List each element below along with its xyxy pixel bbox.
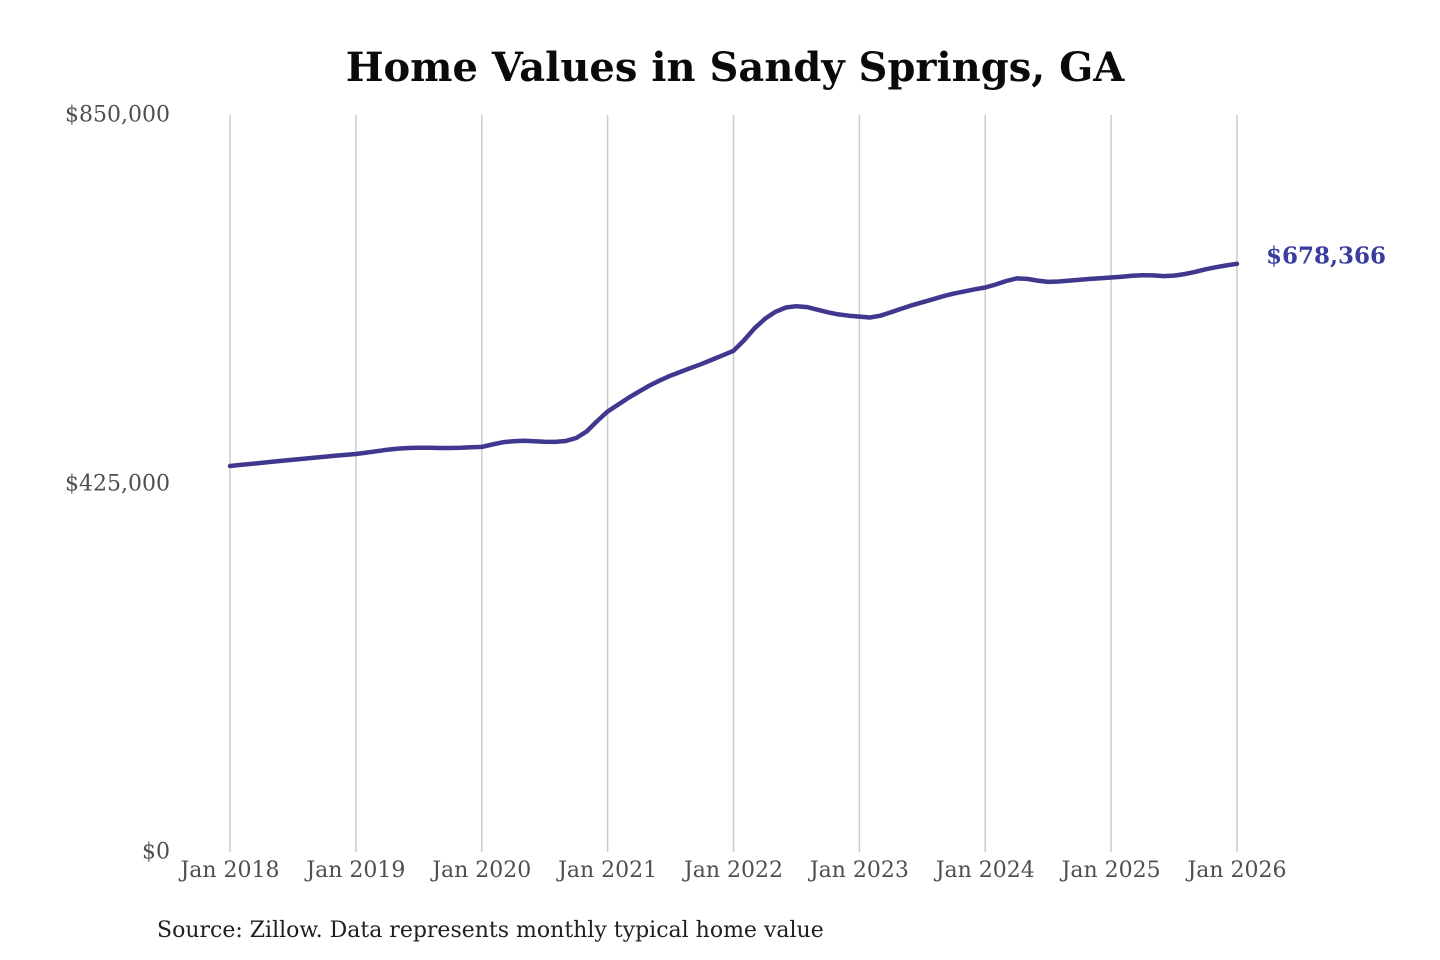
x-axis-label: Jan 2020: [432, 858, 532, 883]
x-axis-label: Jan 2022: [683, 858, 784, 883]
gridlines: [229, 115, 1238, 852]
y-axis-label: $0: [142, 839, 170, 865]
x-axis-label: Jan 2019: [306, 858, 406, 883]
x-axis-label: Jan 2021: [558, 858, 658, 883]
home-value-line: [227, 261, 1240, 469]
x-axis-label: Jan 2023: [809, 858, 909, 883]
x-axis-label: Jan 2025: [1061, 858, 1161, 883]
x-axis-label: Jan 2026: [1187, 858, 1287, 883]
y-axis-label: $850,000: [65, 102, 170, 128]
y-axis-label: $425,000: [65, 471, 170, 496]
x-axis-label: Jan 2024: [935, 858, 1035, 883]
chart-title: Home Values in Sandy Springs, GA: [345, 44, 1125, 91]
current-value-label: $678,366: [1266, 242, 1387, 270]
x-axis-label: Jan 2018: [180, 858, 280, 883]
source-note: Source: Zillow. Data represents monthly …: [157, 918, 824, 943]
